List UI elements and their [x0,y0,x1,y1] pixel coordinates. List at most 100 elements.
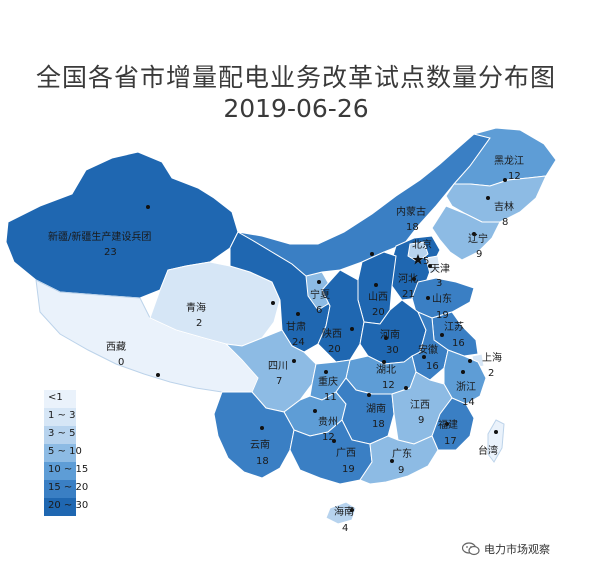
label-name-shanxi: 山西 [368,291,388,303]
province-labels: 新疆/新疆生产建设兵团 23 西藏 0 青海 2 甘肃 24 宁夏 6 内蒙古 … [48,154,524,534]
label-name-henan: 河南 [380,328,400,341]
legend-swatch: 5 ~ 10 [44,444,82,462]
legend-label: 5 ~ 10 [48,446,82,457]
label-value-guizhou: 12 [322,432,335,443]
map-title: 全国各省市增量配电业务改革试点数量分布图 [35,63,556,92]
province-hainan [325,501,357,525]
label-value-anhui: 16 [426,361,439,372]
label-value-jiangsu: 16 [452,338,465,349]
legend-swatch: 20 ~ 30 [44,498,88,516]
legend-swatch: 15 ~ 20 [44,480,88,498]
label-name-shaanxi: 陕西 [322,327,342,340]
label-value-guangdong: 9 [398,465,404,476]
label-value-heilongjiang: 12 [508,171,521,182]
legend-swatch: 3 ~ 5 [44,426,76,444]
label-value-shaanxi: 20 [328,344,341,355]
label-value-zhejiang: 14 [462,397,475,408]
label-value-xizang: 0 [118,357,124,368]
label-name-neimenggu: 内蒙古 [396,205,426,218]
label-value-shanghai: 2 [488,368,494,379]
label-name-ningxia: 宁夏 [310,288,330,301]
label-name-jiangxi: 江西 [410,399,430,411]
legend-item: <1 [44,390,76,408]
label-value-hebei: 21 [402,289,415,300]
legend-item: 3 ~ 5 [44,426,76,444]
label-name-shanghai: 上海 [482,351,502,364]
label-name-guizhou: 贵州 [318,415,338,428]
label-name-hebei: 河北 [398,273,418,285]
watermark-text: 电力市场观察 [484,543,550,556]
label-name-gansu: 甘肃 [286,320,306,333]
label-name-beijing: 北京 [412,238,432,251]
legend-label: 1 ~ 3 [48,410,76,421]
label-value-tianjin: 3 [436,278,442,289]
label-value-hubei: 12 [382,380,395,391]
label-value-fujian: 17 [444,436,457,447]
label-value-liaoning: 9 [476,249,482,260]
province-tianjin [425,255,441,275]
label-name-hunan: 湖南 [366,402,386,415]
wechat-icon [462,542,480,556]
capital-dots [146,178,507,512]
map-date: 2019-06-26 [223,94,369,123]
capital-star-icon [412,254,424,265]
label-value-hunan: 18 [372,419,385,430]
label-value-ningxia: 6 [316,305,322,316]
legend-item: 10 ~ 15 [44,462,88,480]
province-qinghai [149,261,281,347]
legend-item: 1 ~ 3 [44,408,76,426]
legend-swatch: 1 ~ 3 [44,408,76,426]
label-value-shandong: 19 [436,310,449,321]
label-name-hainan: 海南 [334,505,354,518]
label-name-guangxi: 广西 [336,447,356,459]
label-name-yunnan: 云南 [250,438,270,451]
province-liaoning [431,205,501,261]
watermark: 电力市场观察 [462,541,550,557]
legend-swatch: <1 [44,390,76,408]
label-value-beijing: 5 [423,256,429,267]
label-name-chongqing: 重庆 [318,375,338,388]
label-value-guangxi: 19 [342,464,355,475]
label-value-henan: 30 [386,345,399,356]
province-shandong [411,277,475,319]
legend: <1 1 ~ 3 3 ~ 5 5 ~ 10 10 ~ 15 15 ~ 20 20… [44,390,88,516]
label-name-taiwan: 台湾 [478,444,498,457]
label-value-sichuan: 7 [276,376,282,387]
label-value-jilin: 8 [502,217,508,228]
label-name-anhui: 安徽 [418,343,438,356]
label-value-yunnan: 18 [256,456,269,467]
label-name-hubei: 湖北 [376,364,396,376]
legend-item: 15 ~ 20 [44,480,88,498]
label-name-heilongjiang: 黑龙江 [494,154,524,167]
label-name-jiangsu: 江苏 [444,320,464,333]
label-name-liaoning: 辽宁 [468,232,488,245]
label-value-gansu: 24 [292,337,305,348]
province-jilin [445,175,547,223]
label-name-qinghai: 青海 [186,301,206,314]
label-value-shanxi: 20 [372,307,385,318]
label-name-jilin: 吉林 [494,200,514,213]
label-value-hainan: 4 [342,523,348,534]
legend-item: 5 ~ 10 [44,444,82,462]
label-name-shandong: 山东 [432,292,452,305]
label-name-fujian: 福建 [438,418,458,431]
legend-item: 20 ~ 30 [44,498,88,516]
legend-label: 10 ~ 15 [48,464,89,475]
label-value-xinjiang: 23 [104,247,117,258]
province-zhejiang [443,349,487,405]
label-name-sichuan: 四川 [268,361,288,372]
label-value-chongqing: 11 [324,392,337,403]
label-name-xizang: 西藏 [106,341,126,353]
label-name-zhejiang: 浙江 [456,381,476,393]
province-taiwan [487,419,505,463]
province-yunnan [213,391,295,479]
legend-label: 3 ~ 5 [48,428,76,439]
province-guangdong [359,435,439,485]
legend-label: <1 [48,392,63,403]
label-value-jiangxi: 9 [418,415,424,426]
label-name-xinjiang: 新疆/新疆生产建设兵团 [48,230,151,243]
legend-label: 20 ~ 30 [48,500,89,511]
label-name-guangdong: 广东 [392,447,412,460]
